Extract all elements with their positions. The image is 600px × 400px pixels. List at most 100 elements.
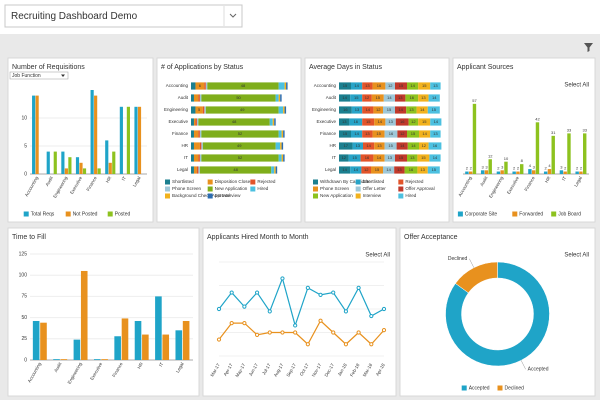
bar-segment [278, 106, 284, 114]
data-label: 12 [400, 131, 405, 136]
x-tick-label: Apr-18 [375, 362, 386, 377]
y-tick-label: Accounting [166, 83, 189, 88]
bar-segment [419, 142, 429, 150]
data-label: 2 [497, 166, 500, 171]
data-label: 3 [501, 164, 504, 169]
data-label: 15 [421, 155, 426, 160]
x-tick-label: Feb-18 [349, 362, 361, 377]
point [343, 309, 349, 314]
data-label: 13 [388, 155, 393, 160]
data-label: 13 [421, 95, 426, 100]
bar-segment [339, 82, 351, 90]
select-all-link[interactable]: Select All [564, 83, 589, 89]
title-box[interactable] [4, 4, 243, 28]
legend-swatch [355, 179, 361, 185]
data-label: 2 [466, 166, 469, 171]
legend-swatch [398, 179, 404, 185]
point [381, 306, 387, 312]
dropdown-arrow[interactable] [229, 13, 237, 18]
bar [32, 95, 36, 174]
legend-swatch [207, 179, 213, 185]
legend-label: Job Board [558, 211, 581, 217]
data-label: 15 [376, 131, 381, 136]
x-tick-label: Audit [479, 175, 489, 187]
legend-swatch [250, 179, 256, 185]
bar [465, 171, 469, 174]
data-label: 15 [376, 95, 381, 100]
page-title: Recruiting Dashboard Demo [11, 11, 138, 22]
bar [79, 162, 83, 174]
point [267, 330, 272, 335]
bar [559, 170, 564, 174]
x-tick-label: IT [561, 175, 567, 181]
bar-segment [199, 130, 202, 138]
data-label: 3 [485, 164, 488, 169]
legend-swatch [313, 193, 318, 199]
data-label: 8 [521, 158, 524, 163]
bar-segment [429, 154, 441, 162]
legend-swatch [207, 186, 213, 192]
data-label: 49 [240, 107, 245, 112]
filter-icon[interactable] [584, 43, 593, 52]
bar-segment [283, 130, 285, 138]
bar-segment [416, 106, 428, 114]
bar-segment [361, 166, 371, 174]
bar [520, 164, 524, 174]
legend-label: Declined [505, 385, 525, 391]
y-tick-label: 0 [24, 171, 27, 177]
bar-segment [286, 82, 288, 90]
x-tick-label: Apr-17 [222, 362, 233, 377]
bar [155, 296, 162, 360]
legend-swatch [461, 385, 467, 391]
bar [126, 106, 130, 174]
legend-swatch [207, 193, 213, 199]
data-label: 12 [376, 107, 381, 112]
select-all-link[interactable]: Select All [564, 253, 589, 259]
bar-segment [385, 82, 395, 90]
data-label: 12 [411, 119, 416, 124]
data-label: 13 [356, 143, 361, 148]
bar-segment [274, 118, 276, 126]
x-tick-label: HR [105, 175, 113, 184]
bar-segment [395, 118, 409, 126]
bar [64, 168, 68, 174]
bar-segment [397, 130, 407, 138]
select-all-link[interactable]: Select All [365, 253, 390, 259]
legend-swatch [398, 186, 404, 192]
data-label: 14 [354, 131, 359, 136]
bar [134, 320, 142, 360]
bar-segment [394, 166, 405, 174]
data-label: 15 [352, 155, 357, 160]
y-tick-label: Audit [326, 95, 337, 100]
legend-label: Hired [405, 193, 416, 198]
dropdown-label: Job Function [12, 73, 41, 79]
data-label: 2 [576, 166, 579, 171]
bar-segment [205, 82, 208, 90]
bar-segment [339, 94, 351, 102]
x-tick-label: Mar-18 [362, 362, 374, 377]
bar [567, 133, 571, 174]
dropdown[interactable] [9, 71, 69, 80]
bar-segment [198, 166, 200, 174]
bar-segment [352, 142, 363, 150]
bar [94, 95, 98, 174]
data-label: 13 [365, 83, 370, 88]
y-tick-label: Audit [178, 95, 189, 100]
x-tick-label: Legal [132, 176, 142, 188]
bar-segment [339, 142, 353, 150]
point [242, 321, 247, 326]
point [305, 285, 310, 290]
bar [535, 122, 540, 174]
y-tick-label: Finance [320, 131, 337, 136]
legend-label: Shortlisted [172, 179, 194, 184]
data-label: 16 [433, 143, 438, 148]
bar-segment [199, 142, 202, 150]
panel-title: Offer Acceptance [404, 234, 458, 241]
y-tick-label: HR [330, 143, 337, 148]
point [254, 332, 260, 337]
bar [496, 171, 501, 174]
bar-segment [418, 94, 429, 102]
bar-segment [418, 118, 431, 126]
data-label: 15 [432, 167, 437, 172]
